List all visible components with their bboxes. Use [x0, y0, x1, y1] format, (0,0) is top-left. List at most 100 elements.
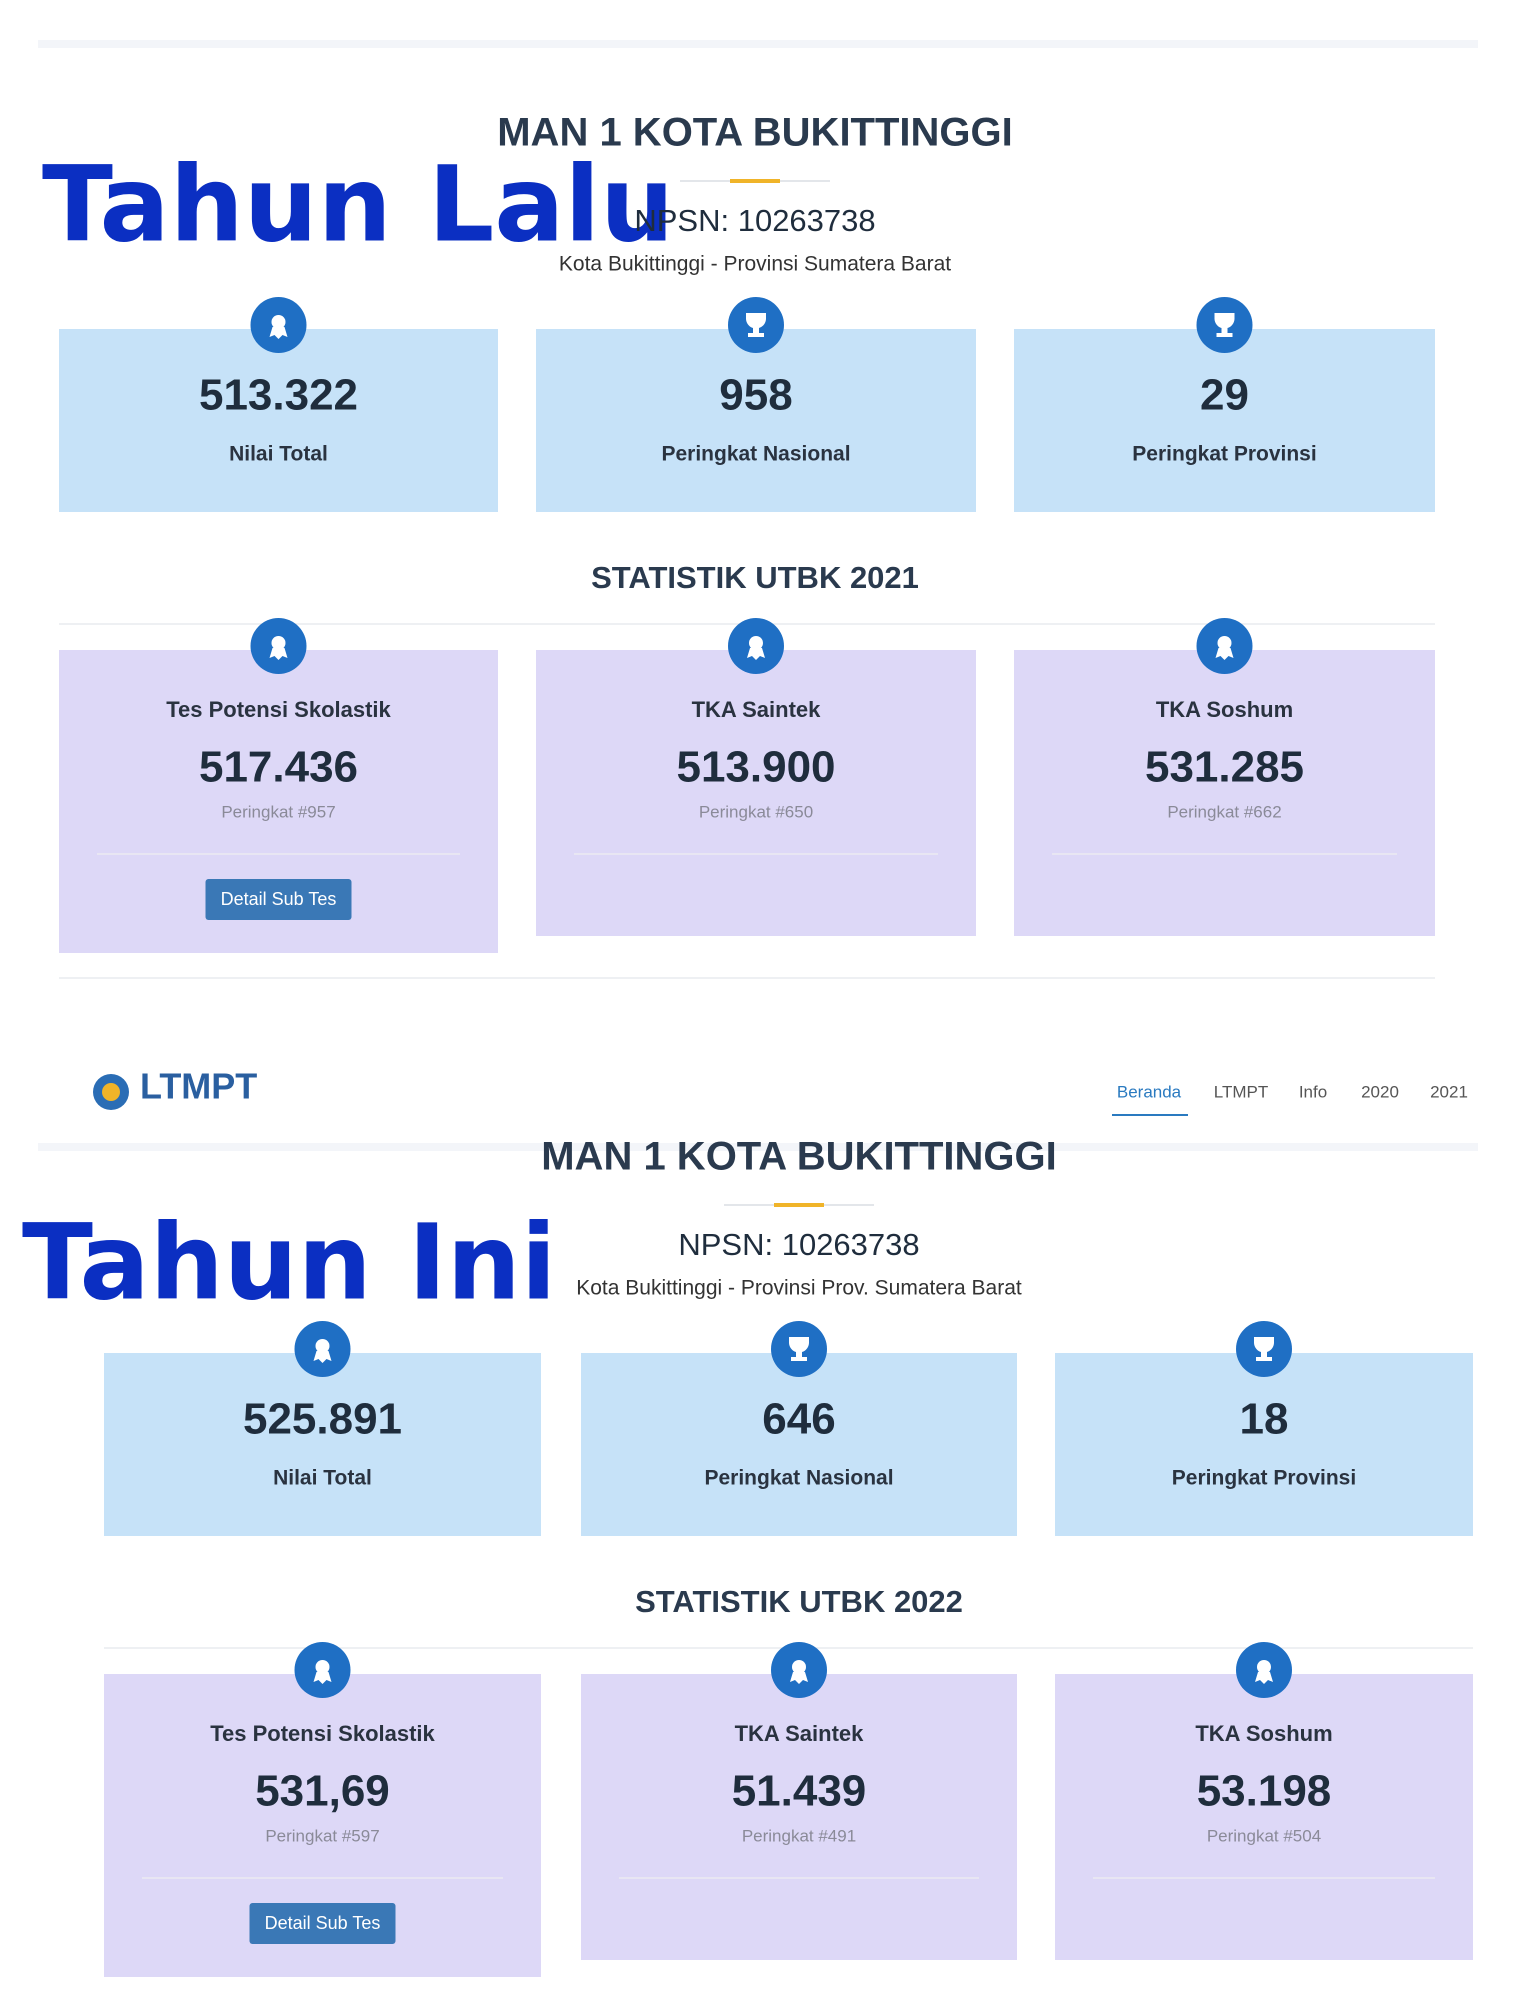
nav-link[interactable]: 2021: [1430, 1082, 1468, 1101]
summary-label: Nilai Total: [229, 443, 328, 466]
button-label[interactable]: Detail Sub Tes: [265, 1913, 381, 1933]
medal-icon: [271, 636, 286, 650]
stat-rank: Peringkat #491: [742, 1826, 856, 1845]
stat-card: TKA Soshum 53.198 Peringkat #504: [1055, 1642, 1473, 1960]
stat-value: 513.900: [676, 743, 835, 792]
summary-card: 513.322 Nilai Total: [59, 297, 498, 512]
stat-value: 51.439: [732, 1767, 867, 1816]
stat-title: TKA Soshum: [1156, 697, 1293, 722]
summary-value: 513.322: [199, 371, 358, 420]
stat-title: TKA Saintek: [735, 1721, 865, 1746]
stat-rank: Peringkat #650: [699, 802, 813, 821]
school-name: MAN 1 KOTA BUKITTINGGI: [541, 1135, 1057, 1179]
location: Kota Bukittinggi - Provinsi Prov. Sumate…: [576, 1277, 1022, 1300]
summary-card: 958 Peringkat Nasional: [536, 297, 976, 512]
stat-value: 53.198: [1197, 1767, 1332, 1816]
stat-rank: Peringkat #662: [1167, 802, 1281, 821]
button-bg[interactable]: [249, 1903, 396, 1944]
summary-value: 958: [719, 371, 792, 420]
annotation: Tahun Lalu: [42, 143, 674, 265]
stat-rank: Peringkat #597: [265, 1826, 379, 1845]
summary-label: Nilai Total: [273, 1467, 372, 1490]
medal-ribbon: [1215, 648, 1234, 660]
stat-card: Tes Potensi Skolastik 531,69 Peringkat #59…: [104, 1642, 541, 1977]
annotation: Tahun Ini: [22, 1201, 556, 1323]
summary-card-bg: [1055, 1353, 1473, 1536]
top-shadow: [38, 40, 1478, 48]
summary-card: 525.891 Nilai Total: [104, 1321, 541, 1536]
button-label[interactable]: Detail Sub Tes: [221, 889, 337, 909]
stat-title: Tes Potensi Skolastik: [166, 697, 391, 722]
summary-card-bg: [581, 1353, 1017, 1536]
medal-ribbon: [1255, 1672, 1273, 1684]
medal-ribbon: [747, 648, 765, 660]
medal-icon: [792, 1660, 806, 1674]
stat-card: TKA Saintek 513.900 Peringkat #650: [536, 618, 976, 936]
medal-ribbon: [313, 1351, 332, 1363]
stat-title: TKA Soshum: [1195, 1721, 1332, 1746]
summary-card-bg: [59, 329, 498, 512]
medal-icon: [1257, 1660, 1271, 1674]
trophy-icon: [1254, 1337, 1274, 1361]
button-bg[interactable]: [205, 879, 352, 920]
stats-title: STATISTIK UTBK 2022: [635, 1584, 963, 1619]
school-name: MAN 1 KOTA BUKITTINGGI: [497, 111, 1013, 155]
stat-card: TKA Saintek 51.439 Peringkat #491: [581, 1642, 1017, 1960]
stat-card: TKA Soshum 531.285 Peringkat #662: [1014, 618, 1435, 936]
school-panel: MAN 1 KOTA BUKITTINGGI NPSN: 10263738 Kota…: [59, 111, 1435, 979]
nav-link[interactable]: LTMPT: [1214, 1082, 1268, 1101]
brand[interactable]: LTMPT: [140, 1066, 257, 1107]
stat-card-bg: [1014, 650, 1435, 936]
nav-shadow: [38, 1143, 1478, 1151]
summary-card: 646 Peringkat Nasional: [581, 1321, 1017, 1536]
trophy-icon: [1214, 313, 1235, 337]
logo-icon-center: [102, 1083, 120, 1101]
detail-button[interactable]: Detail Sub Tes: [249, 1903, 396, 1944]
summary-card-bg: [536, 329, 976, 512]
medal-icon: [315, 1339, 330, 1353]
medal-icon: [315, 1660, 330, 1674]
summary-value: 18: [1240, 1395, 1289, 1444]
school-panel: MAN 1 KOTA BUKITTINGGI NPSN: 10263738 Kota…: [104, 1135, 1473, 1977]
stat-card-bg: [536, 650, 976, 936]
summary-value: 525.891: [243, 1395, 402, 1444]
summary-label: Peringkat Provinsi: [1172, 1467, 1356, 1490]
medal-icon: [749, 636, 763, 650]
stat-rank: Peringkat #504: [1207, 1826, 1321, 1845]
summary-value: 646: [762, 1395, 835, 1444]
summary-label: Peringkat Nasional: [704, 1467, 893, 1490]
stat-card-bg: [581, 1674, 1017, 1960]
medal-icon: [271, 315, 286, 329]
summary-card-bg: [1014, 329, 1435, 512]
npsn: NPSN: 10263738: [634, 203, 875, 238]
summary-card: 29 Peringkat Provinsi: [1014, 297, 1435, 512]
trophy-icon: [746, 313, 766, 337]
summary-card: 18 Peringkat Provinsi: [1055, 1321, 1473, 1536]
stat-value: 517.436: [199, 743, 358, 792]
summary-label: Peringkat Provinsi: [1132, 443, 1316, 466]
medal-ribbon: [313, 1672, 332, 1684]
stat-value: 531.285: [1145, 743, 1304, 792]
medal-ribbon: [269, 648, 288, 660]
nav-link[interactable]: Info: [1299, 1082, 1327, 1101]
stat-value: 531,69: [255, 1767, 390, 1816]
medal-ribbon: [790, 1672, 808, 1684]
stat-title: TKA Saintek: [692, 697, 822, 722]
stat-title: Tes Potensi Skolastik: [210, 1721, 435, 1746]
npsn: NPSN: 10263738: [678, 1227, 919, 1262]
location: Kota Bukittinggi - Provinsi Sumatera Bar…: [559, 253, 951, 276]
medal-ribbon: [269, 327, 288, 339]
summary-card-bg: [104, 1353, 541, 1536]
summary-value: 29: [1200, 371, 1249, 420]
stat-rank: Peringkat #957: [221, 802, 335, 821]
stat-card: Tes Potensi Skolastik 517.436 Peringkat #9…: [59, 618, 498, 953]
nav-link[interactable]: 2020: [1361, 1082, 1399, 1101]
stat-card-bg: [1055, 1674, 1473, 1960]
trophy-icon: [789, 1337, 809, 1361]
navbar: LTMPT: [38, 1066, 1478, 1151]
nav-link[interactable]: Beranda: [1117, 1082, 1182, 1101]
detail-button[interactable]: Detail Sub Tes: [205, 879, 352, 920]
